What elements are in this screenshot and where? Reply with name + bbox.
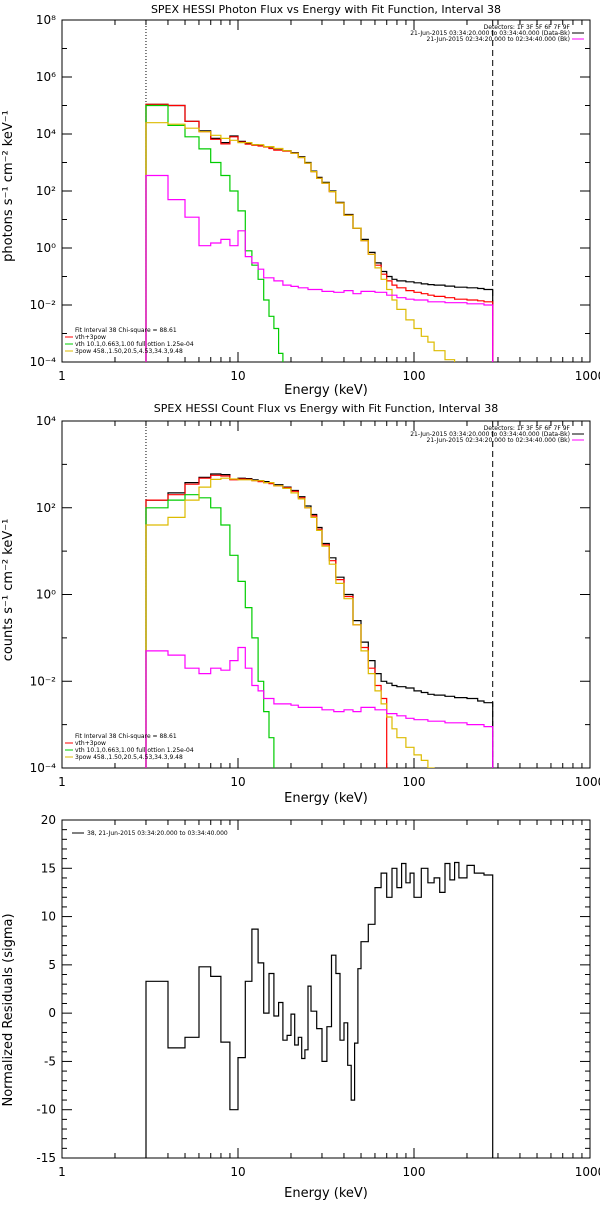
y-tick-label: 10⁴: [36, 127, 56, 141]
y-tick-label: 10²: [36, 184, 56, 198]
x-tick-label: 10: [230, 775, 245, 789]
count-panel-title: SPEX HESSI Count Flux vs Energy with Fit…: [154, 402, 498, 415]
residuals-panel: Energy (keV) Normalized Residuals (sigma…: [1, 813, 600, 1201]
photon-panel-xlabel: Energy (keV): [284, 383, 368, 398]
x-tick-label: 10: [230, 1165, 245, 1179]
y-tick-label: 10⁻⁴: [30, 355, 57, 369]
fit-legend-entry: 3pow 458.,1.50,20.5,4.53,34.3,9.48: [75, 348, 183, 355]
x-tick-label: 100: [403, 1165, 426, 1179]
y-tick-label: 10⁻⁴: [30, 761, 57, 775]
y-tick-label: 10⁶: [36, 70, 56, 84]
y-tick-label: 20: [41, 813, 56, 827]
plot-frame: [61, 420, 591, 769]
fit-legend-entry: vth+3pow: [75, 740, 106, 747]
y-tick-label: 10²: [36, 501, 56, 515]
legend-entry: Detectors: 1F 3F 5F 6F 7F 9F: [484, 425, 571, 432]
count-panel-xlabel: Energy (keV): [284, 791, 368, 806]
plot-area: [145, 20, 494, 362]
fit-legend-entry: Fit Interval 38 Chi-square = 88.61: [75, 327, 177, 334]
photon-panel-title: SPEX HESSI Photon Flux vs Energy with Fi…: [151, 3, 501, 16]
legend-entry: Detectors: 1F 3F 5F 6F 7F 9F: [484, 24, 571, 31]
series-line-3: [145, 122, 456, 362]
y-tick-label: 15: [41, 861, 56, 875]
plot-area: [145, 861, 494, 1158]
series-line-2: [145, 104, 284, 362]
y-tick-label: 10⁻²: [30, 674, 57, 688]
x-tick-label: 1000: [575, 775, 600, 789]
x-tick-label: 100: [403, 369, 426, 383]
photon-flux-panel: SPEX HESSI Photon Flux vs Energy with Fi…: [1, 3, 600, 398]
y-tick-label: 10⁻²: [30, 298, 57, 312]
series-line-0: [145, 861, 494, 1158]
x-tick-label: 1: [58, 369, 66, 383]
legend-entry: 21-Jun-2015 03:34:20.000 to 03:34:40.000…: [410, 431, 570, 438]
legend-entry: 21-Jun-2015 03:34:20.000 to 03:34:40.000…: [410, 30, 570, 37]
fit-legend-entry: 3pow 458.,1.50,20.5,4.53,34.3,9.48: [75, 754, 183, 761]
plot-frame: [61, 819, 591, 1159]
series-line-1: [145, 474, 388, 768]
series-line-0: [145, 473, 494, 768]
plot-area: [145, 421, 494, 768]
series-line-0: [145, 103, 494, 362]
residuals-panel-ylabel: Normalized Residuals (sigma): [1, 913, 16, 1106]
plot-frame: [61, 19, 591, 363]
y-tick-label: 10⁰: [36, 588, 56, 602]
photon-panel-ylabel: photons s⁻¹ cm⁻² keV⁻¹: [1, 110, 16, 262]
legend-entry: 21-Jun-2015 02:34:20.000 to 02:34:40.000…: [427, 36, 570, 43]
legend-entry: 21-Jun-2015 02:34:20.000 to 02:34:40.000…: [427, 437, 570, 444]
series-line-4: [145, 174, 494, 362]
y-tick-label: 10⁸: [36, 13, 56, 27]
fit-legend-entry: Fit Interval 38 Chi-square = 88.61: [75, 733, 177, 740]
residuals-panel-xlabel: Energy (keV): [284, 1186, 368, 1200]
y-tick-label: 10⁰: [36, 241, 56, 255]
fit-legend-entry: vth 10.1,0.663,1.00 full ottion 1.25e-04: [75, 747, 194, 754]
y-tick-label: -5: [44, 1054, 56, 1068]
residual-legend-entry: 38, 21-Jun-2015 03:34:20.000 to 03:34:40…: [87, 830, 228, 837]
x-tick-label: 1000: [575, 1165, 600, 1179]
series-line-2: [145, 494, 275, 768]
count-flux-panel: SPEX HESSI Count Flux vs Energy with Fit…: [1, 402, 600, 806]
fit-legend-entry: vth+3pow: [75, 334, 106, 341]
count-panel-ylabel: counts s⁻¹ cm⁻² keV⁻¹: [1, 519, 16, 662]
series-line-3: [145, 477, 435, 768]
y-tick-label: 10: [41, 910, 56, 924]
y-tick-label: 10⁴: [36, 414, 56, 428]
series-line-1: [145, 103, 494, 362]
x-tick-label: 1: [58, 775, 66, 789]
x-tick-label: 10: [230, 369, 245, 383]
y-tick-label: 5: [48, 958, 56, 972]
x-tick-label: 1000: [575, 369, 600, 383]
y-tick-label: -15: [36, 1151, 56, 1165]
series-line-4: [145, 646, 494, 768]
x-tick-label: 1: [58, 1165, 66, 1179]
y-tick-label: -10: [36, 1103, 56, 1117]
y-tick-label: 0: [48, 1006, 56, 1020]
x-tick-label: 100: [403, 775, 426, 789]
fit-legend-entry: vth 10.1,0.663,1.00 full ottion 1.25e-04: [75, 341, 194, 348]
